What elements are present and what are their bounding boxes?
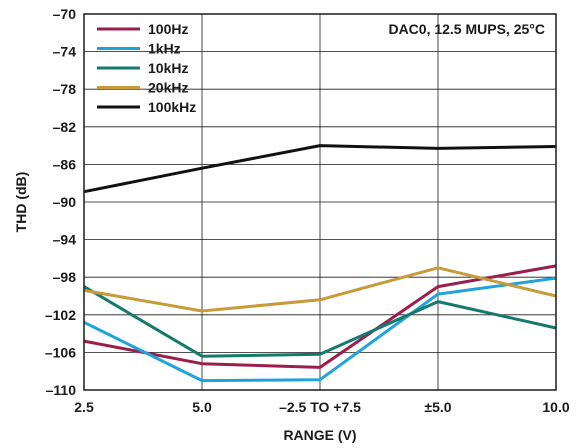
legend-label: 100kHz xyxy=(148,99,196,115)
x-tick-label: ±5.0 xyxy=(424,399,451,415)
y-tick-label: –82 xyxy=(53,119,77,135)
y-tick-label: –94 xyxy=(53,232,77,248)
legend-label: 100Hz xyxy=(148,21,188,37)
series-line-1khz xyxy=(83,276,557,383)
plot-frame xyxy=(83,13,557,391)
legend-label: 10kHz xyxy=(148,60,188,76)
x-tick-label: 10.0 xyxy=(542,399,569,415)
series-layer xyxy=(83,144,557,383)
y-tick-label: –70 xyxy=(53,6,77,22)
x-axis-title: RANGE (V) xyxy=(283,427,356,443)
y-tick-labels: –70 –74 –78 –82 –86 –90 –94 –98 –102 –106 –110 xyxy=(45,6,76,398)
y-tick-label: –98 xyxy=(53,269,77,285)
legend: 100Hz 1kHz 10kHz 20kHz 100kHz xyxy=(97,21,196,115)
series-line-100khz xyxy=(83,144,557,194)
y-tick-label: –90 xyxy=(53,194,77,210)
legend-label: 1kHz xyxy=(148,41,181,57)
x-tick-labels: 2.5 5.0 –2.5 TO +7.5 ±5.0 10.0 xyxy=(74,399,570,415)
y-tick-label: –102 xyxy=(45,307,76,323)
series-line-20khz xyxy=(83,266,557,313)
x-tick-label: 5.0 xyxy=(192,399,212,415)
x-tick-label: 2.5 xyxy=(74,399,94,415)
legend-label: 20kHz xyxy=(148,80,188,96)
y-tick-label: –86 xyxy=(53,156,77,172)
x-tick-label: –2.5 TO +7.5 xyxy=(279,399,361,415)
grid-layer xyxy=(84,14,556,390)
chart-annotation: DAC0, 12.5 MUPS, 25°C xyxy=(388,21,545,37)
series-line-100hz xyxy=(83,264,557,369)
y-axis-title: THD (dB) xyxy=(13,172,29,233)
y-tick-label: –78 xyxy=(53,81,77,97)
series-line-10khz xyxy=(83,285,557,358)
y-tick-label: –74 xyxy=(53,44,77,60)
y-tick-label: –110 xyxy=(46,382,77,398)
y-tick-label: –106 xyxy=(45,344,76,360)
